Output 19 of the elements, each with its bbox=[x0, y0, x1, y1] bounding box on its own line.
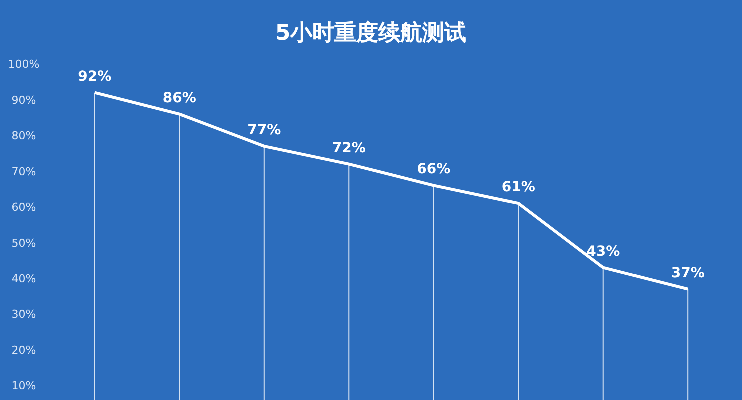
y-tick-label: 40% bbox=[12, 272, 36, 286]
data-label: 61% bbox=[502, 180, 536, 196]
y-tick-label: 50% bbox=[12, 236, 36, 250]
data-label: 66% bbox=[417, 162, 451, 178]
y-tick-label: 100% bbox=[8, 58, 40, 72]
data-label: 43% bbox=[586, 244, 620, 260]
y-tick-label: 10% bbox=[12, 380, 36, 393]
y-tick-label: 30% bbox=[12, 308, 36, 322]
data-label: 86% bbox=[162, 90, 196, 106]
y-tick-label: 20% bbox=[12, 344, 36, 357]
data-label: 92% bbox=[78, 68, 112, 85]
y-tick-label: 60% bbox=[12, 201, 36, 214]
data-label: 77% bbox=[248, 122, 282, 138]
y-tick-label: 80% bbox=[12, 130, 36, 143]
text: 5小时重度续航测试 bbox=[274, 20, 468, 48]
y-tick-label: 90% bbox=[12, 94, 36, 107]
data-label: 72% bbox=[332, 140, 366, 156]
data-label: 37% bbox=[671, 265, 705, 282]
y-tick-label: 70% bbox=[12, 165, 36, 178]
